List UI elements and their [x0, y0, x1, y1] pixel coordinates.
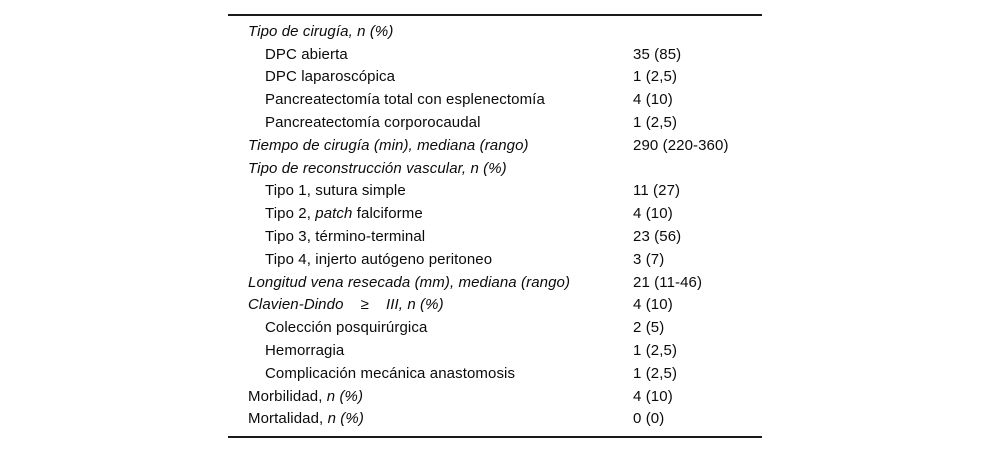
- row-label: Mortalidad, n (%): [228, 410, 633, 427]
- row-label: Clavien-Dindo ≥ III, n (%): [228, 296, 633, 313]
- row-value: 4 (10): [633, 296, 673, 314]
- row-label: Morbilidad, n (%): [228, 388, 633, 405]
- row-label-part: Longitud vena resecada (mm), mediana (ra…: [248, 273, 571, 291]
- row-label: Tipo 3, término-terminal: [228, 228, 633, 245]
- row-label: Pancreatectomía total con esplenectomía: [228, 91, 633, 108]
- row-label-part: Complicación mecánica anastomosis: [265, 364, 516, 382]
- row-label-part: Pancreatectomía total con esplenectomía: [265, 91, 545, 109]
- table-row: Complicación mecánica anastomosis 1 (2,5): [228, 362, 762, 385]
- row-label-part: Tipo de reconstrucción vascular, n (%): [248, 159, 507, 177]
- row-label-part: n (%): [327, 410, 364, 428]
- row-label: Hemorragia: [228, 342, 633, 359]
- row-label: Tipo 4, injerto autógeno peritoneo: [228, 251, 633, 268]
- row-value: 3 (7): [633, 250, 665, 268]
- row-label: DPC abierta: [228, 46, 633, 63]
- table-row: Clavien-Dindo ≥ III, n (%) 4 (10): [228, 294, 762, 317]
- row-value: 4 (10): [633, 387, 673, 405]
- row-value: 21 (11-46): [633, 273, 703, 291]
- row-value: 1 (2,5): [633, 364, 678, 382]
- row-label: Longitud vena resecada (mm), mediana (ra…: [228, 274, 633, 291]
- row-label: Tiempo de cirugía (min), mediana (rango): [228, 137, 633, 154]
- row-label-part: Tipo de cirugía, n (%): [248, 22, 394, 40]
- surgical-outcomes-table: Tipo de cirugía, n (%) DPC abierta 35 (85)…: [228, 14, 762, 439]
- table-row: Tipo 2, patch falciforme 4 (10): [228, 202, 762, 225]
- row-value: 35 (85): [633, 45, 682, 63]
- row-label-part: Mortalidad,: [248, 410, 328, 428]
- row-label: Pancreatectomía corporocaudal: [228, 114, 633, 131]
- row-label-part: Pancreatectomía corporocaudal: [265, 114, 481, 132]
- row-label: Complicación mecánica anastomosis: [228, 365, 633, 382]
- table-row: Tipo 4, injerto autógeno peritoneo 3 (7): [228, 248, 762, 271]
- table-row: Hemorragia 1 (2,5): [228, 339, 762, 362]
- row-value: 0 (0): [633, 410, 665, 428]
- table-rows: Tipo de cirugía, n (%) DPC abierta 35 (85)…: [228, 20, 762, 430]
- table-row: Tiempo de cirugía (min), mediana (rango)…: [228, 134, 762, 157]
- row-value: 1 (2,5): [633, 342, 678, 360]
- row-label-part: DPC laparoscópica: [265, 68, 396, 86]
- table-row: Tipo de cirugía, n (%): [228, 20, 762, 43]
- row-label: Tipo de cirugía, n (%): [228, 23, 633, 40]
- table-row: Pancreatectomía corporocaudal 1 (2,5): [228, 111, 762, 134]
- row-label-part: Tipo 3, término-terminal: [265, 228, 426, 246]
- row-label: Tipo de reconstrucción vascular, n (%): [228, 160, 633, 177]
- row-label-part: DPC abierta: [265, 45, 348, 63]
- row-label-part: n (%): [326, 387, 364, 405]
- table-row: Pancreatectomía total con esplenectomía 4…: [228, 88, 762, 111]
- row-value: 23 (56): [633, 228, 682, 246]
- table-row: Morbilidad, n (%) 4 (10): [228, 385, 762, 408]
- row-value: 4 (10): [633, 205, 673, 223]
- row-label-part: Hemorragia: [265, 342, 345, 360]
- row-value: 1 (2,5): [633, 68, 678, 86]
- table-row: Tipo 1, sutura simple 11 (27): [228, 180, 762, 203]
- row-label-part: Tipo 1, sutura simple: [265, 182, 406, 200]
- row-label-part: Tiempo de cirugía (min), mediana (rango): [248, 136, 529, 154]
- row-value: 2 (5): [633, 319, 665, 337]
- row-label-part: Morbilidad,: [248, 387, 327, 405]
- table-row: DPC abierta 35 (85): [228, 43, 762, 66]
- table-row: Longitud vena resecada (mm), mediana (ra…: [228, 271, 762, 294]
- row-label-part: Clavien-Dindo ≥ III, n (%): [248, 296, 444, 314]
- table-row: Mortalidad, n (%) 0 (0): [228, 408, 762, 431]
- row-label-part: falciforme: [352, 205, 423, 223]
- row-value: 11 (27): [633, 182, 681, 200]
- table-row: Tipo 3, término-terminal 23 (56): [228, 225, 762, 248]
- table-row: Colección posquirúrgica 2 (5): [228, 316, 762, 339]
- row-label-part: Tipo 4, injerto autógeno peritoneo: [265, 250, 493, 268]
- row-value: 290 (220-360): [633, 136, 729, 154]
- row-label: DPC laparoscópica: [228, 68, 633, 85]
- table-row: DPC laparoscópica 1 (2,5): [228, 66, 762, 89]
- row-value: 4 (10): [633, 91, 673, 109]
- row-label: Colección posquirúrgica: [228, 319, 633, 336]
- row-label: Tipo 2, patch falciforme: [228, 205, 633, 222]
- row-value: 1 (2,5): [633, 114, 678, 132]
- table-row: Tipo de reconstrucción vascular, n (%): [228, 157, 762, 180]
- row-label: Tipo 1, sutura simple: [228, 182, 633, 199]
- row-label-part: patch: [315, 205, 353, 223]
- row-label-part: Colección posquirúrgica: [265, 319, 428, 337]
- row-label-part: Tipo 2,: [265, 205, 316, 223]
